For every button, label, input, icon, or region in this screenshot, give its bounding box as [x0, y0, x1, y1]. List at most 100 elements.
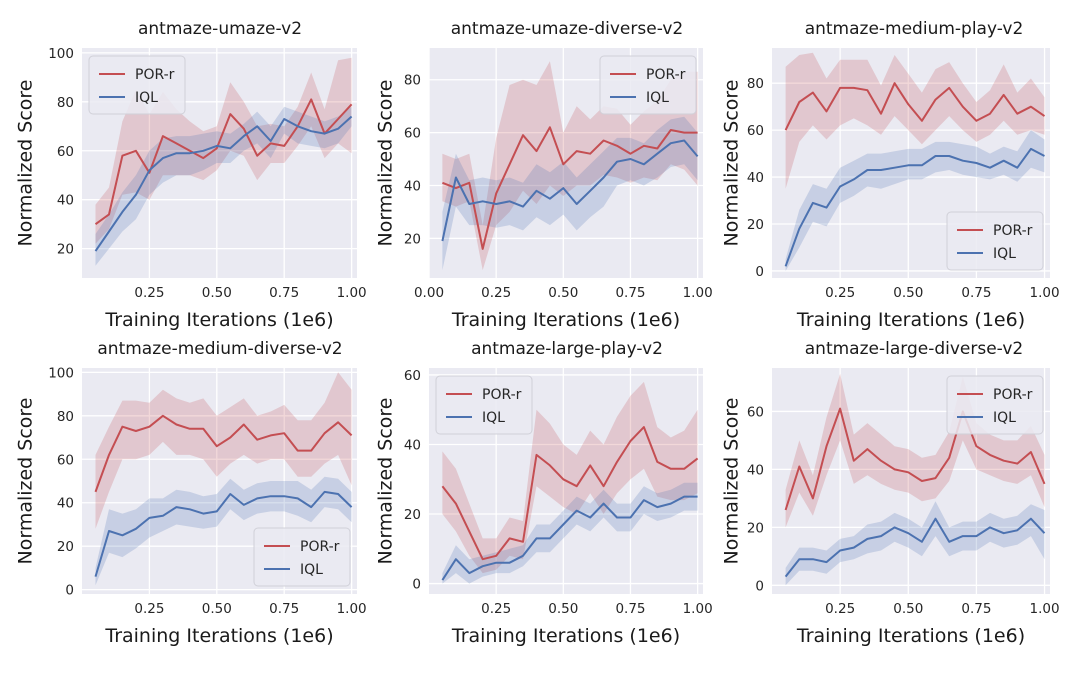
- series-line-iql: [784, 517, 1046, 578]
- x-axis-label: Training Iterations (1e6): [796, 309, 1025, 331]
- x-tick-label: 0.00: [414, 285, 444, 301]
- panel-title: antmaze-umaze-v2: [138, 19, 302, 39]
- y-axis-label: Normalized Score: [720, 397, 742, 564]
- x-tick-label: 0.75: [269, 601, 299, 617]
- y-tick-label: 60: [57, 452, 74, 468]
- legend: POR-r IQL: [946, 375, 1044, 435]
- legend-label: POR-r: [646, 67, 686, 83]
- series-line-por-r: [441, 426, 699, 561]
- legend-box: [88, 55, 186, 115]
- x-axis-label: Training Iterations (1e6): [451, 625, 680, 647]
- y-tick-label: 20: [404, 507, 421, 523]
- y-tick-label: 40: [57, 496, 74, 512]
- y-tick-label: 60: [404, 126, 421, 142]
- y-tick-label: 40: [747, 462, 764, 478]
- panel-title: antmaze-large-play-v2: [471, 339, 663, 359]
- legend: POR-r IQL: [88, 55, 186, 115]
- confidence-band-iql: [442, 116, 698, 271]
- x-tick-label: 0.25: [134, 285, 164, 301]
- y-axis-label: Normalized Score: [374, 397, 396, 564]
- y-axis-label: Normalized Score: [374, 79, 396, 246]
- chart-panel: 0.00 0.25 0.50 0.75 1.00 20 40 60 80 antmaze-umaz…: [374, 19, 712, 331]
- x-tick-label: 0.25: [825, 601, 855, 617]
- x-tick-label: 1.00: [1030, 285, 1060, 301]
- x-tick-label: 1.00: [337, 601, 367, 617]
- series-line-iql: [94, 490, 353, 577]
- confidence-band-iql: [785, 501, 1045, 586]
- x-tick-label: 0.75: [961, 601, 991, 617]
- x-tick-label: 0.75: [269, 285, 299, 301]
- x-tick-label: 0.50: [202, 601, 232, 617]
- y-tick-label: 20: [747, 217, 764, 233]
- series-line-por-r: [784, 82, 1046, 131]
- confidence-band-iql: [442, 482, 698, 584]
- legend-label: IQL: [993, 410, 1016, 426]
- y-tick-label: 100: [48, 46, 74, 62]
- series-line-iql: [441, 139, 699, 242]
- legend-label: POR-r: [993, 223, 1033, 239]
- legend: POR-r IQL: [946, 211, 1044, 271]
- series-line-iql: [784, 147, 1045, 267]
- confidence-band-por-r: [785, 52, 1045, 189]
- y-tick-label: 80: [404, 73, 421, 89]
- y-tick-label: 80: [57, 409, 74, 425]
- y-tick-label: 40: [747, 170, 764, 186]
- x-tick-label: 1.00: [1030, 601, 1060, 617]
- y-tick-label: 0: [412, 577, 421, 593]
- confidence-band-por-r: [442, 61, 698, 271]
- x-tick-label: 0.50: [548, 285, 578, 301]
- legend-box: [946, 375, 1044, 435]
- legend-box: [599, 55, 697, 115]
- legend-box: [946, 211, 1044, 271]
- x-tick-label: 1.00: [683, 285, 713, 301]
- x-tick-label: 0.50: [202, 285, 232, 301]
- y-tick-label: 0: [65, 583, 74, 599]
- legend: POR-r IQL: [253, 527, 351, 587]
- y-tick-label: 0: [755, 264, 764, 280]
- series-line-por-r: [94, 414, 353, 493]
- x-tick-label: 0.75: [615, 601, 645, 617]
- x-tick-label: 1.00: [683, 601, 713, 617]
- chart-panel: 0.25 0.50 0.75 1.00 20 40 60 80 100 antmaze-umaze…: [14, 19, 366, 331]
- y-tick-label: 100: [48, 365, 74, 381]
- chart-panel: 0.25 0.50 0.75 1.00 0 20 40 60 80 antmaze-medium-…: [720, 19, 1059, 331]
- x-tick-label: 1.00: [337, 285, 367, 301]
- legend-label: POR-r: [135, 67, 175, 83]
- y-tick-label: 20: [747, 520, 764, 536]
- y-tick-label: 20: [404, 231, 421, 247]
- y-axis-label: Normalized Score: [14, 79, 36, 246]
- y-tick-label: 60: [747, 123, 764, 139]
- confidence-band-por-r: [95, 372, 352, 529]
- chart-panel: 0.25 0.50 0.75 1.00 0 20 40 60 80 100 antmaze-medi…: [14, 339, 366, 647]
- confidence-band-iql: [785, 130, 1045, 271]
- confidence-band-por-r: [442, 381, 698, 574]
- panel-title: antmaze-umaze-diverse-v2: [451, 19, 684, 39]
- legend-label: IQL: [993, 246, 1016, 262]
- y-tick-label: 20: [57, 242, 74, 258]
- y-axis-label: Normalized Score: [720, 79, 742, 246]
- series-line-iql: [94, 115, 353, 252]
- x-axis-label: Training Iterations (1e6): [104, 309, 333, 331]
- x-tick-label: 0.50: [893, 285, 923, 301]
- y-tick-label: 40: [57, 193, 74, 209]
- x-axis-label: Training Iterations (1e6): [451, 309, 680, 331]
- confidence-band-por-r: [785, 373, 1045, 528]
- y-tick-label: 40: [404, 437, 421, 453]
- confidence-band-iql: [95, 476, 352, 586]
- legend: POR-r IQL: [435, 375, 533, 435]
- series-line-por-r: [442, 126, 698, 250]
- series-line-por-r: [94, 98, 353, 226]
- legend-label: POR-r: [300, 539, 340, 555]
- y-tick-label: 60: [404, 368, 421, 384]
- y-tick-label: 20: [57, 539, 74, 555]
- chart-panel: 0.25 0.50 0.75 1.00 0 20 40 60 antmaze-large-pla…: [374, 339, 712, 647]
- y-tick-label: 40: [404, 178, 421, 194]
- y-tick-label: 80: [747, 76, 764, 92]
- x-tick-label: 0.75: [961, 285, 991, 301]
- y-tick-label: 0: [755, 578, 764, 594]
- legend-label: POR-r: [993, 387, 1033, 403]
- chart-panel: 0.25 0.50 0.75 1.00 0 20 40 60 antmaze-large-div…: [720, 339, 1059, 647]
- x-tick-label: 0.25: [481, 601, 511, 617]
- legend-label: IQL: [300, 562, 323, 578]
